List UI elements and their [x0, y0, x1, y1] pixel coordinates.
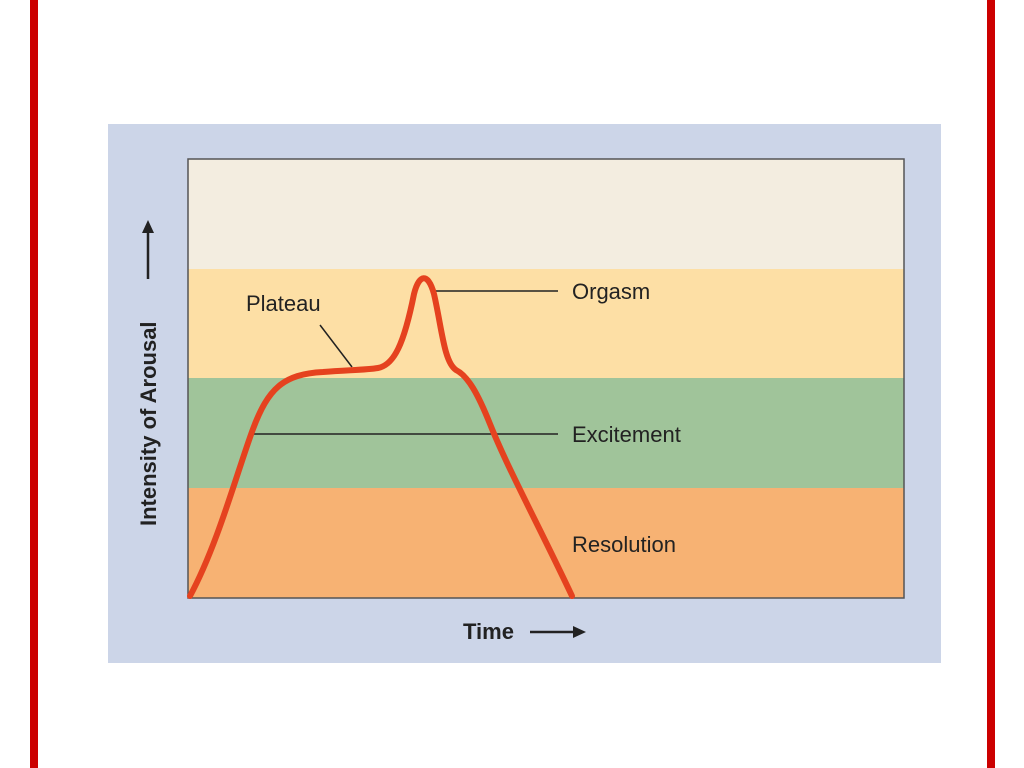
excitement-label: Excitement: [572, 422, 681, 447]
resolution-label: Resolution: [572, 532, 676, 557]
arousal-diagram: Orgasm Plateau Excitement Resolution Tim…: [108, 124, 941, 663]
orgasm-label: Orgasm: [572, 279, 650, 304]
figure-panel: Orgasm Plateau Excitement Resolution Tim…: [108, 124, 941, 663]
arousal-curve: [187, 275, 575, 599]
x-axis-label: Time: [463, 619, 514, 644]
slide-border-right: [987, 0, 995, 768]
plateau-label: Plateau: [246, 291, 321, 316]
band-top: [188, 159, 904, 269]
band-excitement: [188, 378, 904, 488]
y-axis-label: Intensity of Arousal: [136, 321, 161, 526]
x-axis-arrow-icon: [530, 626, 586, 638]
plateau-leader-line: [319, 324, 353, 368]
slide-border-left: [30, 0, 38, 768]
band-orgasm-plateau: [188, 269, 904, 378]
plot-frame: [187, 158, 905, 599]
y-axis-arrow-icon: [142, 220, 154, 279]
